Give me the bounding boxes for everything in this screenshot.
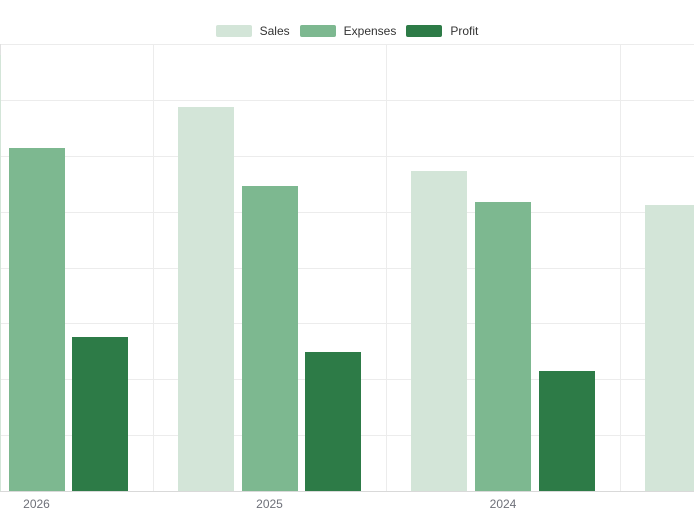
legend-item-profit[interactable]: Profit bbox=[406, 24, 478, 38]
x-axis-label-2026: 2026 bbox=[23, 497, 50, 511]
chart-legend: Sales Expenses Profit bbox=[0, 23, 694, 39]
legend-label-sales: Sales bbox=[259, 24, 290, 38]
legend-label-profit: Profit bbox=[450, 24, 479, 38]
x-axis-line bbox=[0, 491, 694, 492]
legend-label-expenses: Expenses bbox=[343, 24, 397, 38]
bar-sales-2026[interactable] bbox=[0, 55, 1, 491]
horizontal-gridline bbox=[0, 99, 694, 101]
vertical-gridline bbox=[153, 44, 154, 491]
bar-sales-2025[interactable] bbox=[177, 107, 234, 491]
legend-item-expenses[interactable]: Expenses bbox=[299, 24, 397, 38]
bar-sales-group4[interactable] bbox=[644, 204, 694, 491]
bar-expenses-2024[interactable] bbox=[475, 202, 531, 491]
bar-expenses-2026[interactable] bbox=[8, 147, 65, 491]
horizontal-gridline bbox=[0, 323, 694, 325]
bar-profit-2025[interactable] bbox=[305, 351, 362, 491]
x-axis-label-2024: 2024 bbox=[489, 497, 517, 511]
horizontal-gridline bbox=[0, 211, 694, 213]
bar-sales-2024[interactable] bbox=[411, 170, 468, 491]
vertical-gridline bbox=[619, 44, 621, 491]
horizontal-gridline bbox=[0, 155, 694, 157]
legend-item-sales[interactable]: Sales bbox=[215, 24, 290, 38]
x-axis-label-2025: 2025 bbox=[256, 497, 283, 511]
bar-profit-2026[interactable] bbox=[72, 336, 129, 491]
bar-profit-2024[interactable] bbox=[538, 370, 595, 491]
profit-swatch-icon bbox=[406, 25, 443, 37]
vertical-gridline bbox=[386, 44, 388, 491]
expenses-swatch-icon bbox=[299, 25, 336, 37]
horizontal-gridline bbox=[0, 267, 694, 269]
sales-swatch-icon bbox=[215, 25, 252, 37]
horizontal-gridline bbox=[0, 44, 694, 45]
bar-expenses-2025[interactable] bbox=[241, 185, 298, 491]
